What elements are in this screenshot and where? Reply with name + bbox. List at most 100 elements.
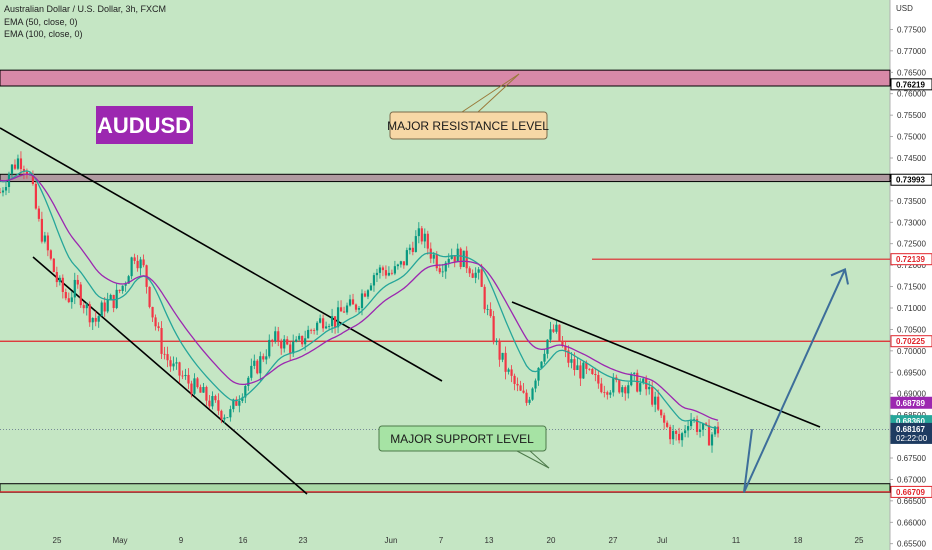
- candle-body: [274, 331, 277, 342]
- y-tick-label: 0.67000: [897, 475, 926, 484]
- candle-body: [46, 235, 49, 251]
- candle-body: [399, 261, 402, 265]
- candle-body: [363, 293, 367, 297]
- price-label-0.66709: [890, 485, 932, 498]
- candle-body: [474, 272, 477, 278]
- candle-body: [70, 297, 73, 303]
- candle-body: [268, 339, 271, 357]
- candle-body: [157, 326, 160, 329]
- candle-body: [666, 422, 669, 427]
- candle-body: [462, 250, 465, 267]
- x-tick-label: 11: [732, 536, 741, 545]
- candle-body: [483, 286, 486, 310]
- candle-body: [603, 392, 606, 393]
- resistance-callout-pointer: [461, 73, 520, 113]
- candle-body: [330, 316, 334, 327]
- candle-body: [37, 208, 40, 219]
- candle-body: [256, 360, 259, 374]
- candle-body: [654, 396, 657, 405]
- candle-body: [528, 399, 531, 403]
- candle-body: [531, 388, 534, 400]
- candle-body: [100, 302, 103, 317]
- candle-body: [327, 326, 331, 327]
- ema50-line[interactable]: [0, 170, 719, 429]
- lower-channel-line[interactable]: [32, 256, 308, 495]
- candle-body: [103, 302, 106, 312]
- y-tick-label: 0.65500: [897, 540, 926, 549]
- x-tick-label: 25: [855, 536, 864, 545]
- x-tick-label: 16: [239, 536, 248, 545]
- ema50-legend[interactable]: EMA (50, close, 0): [4, 17, 78, 27]
- candle-body: [214, 396, 217, 401]
- price-axis-background: [890, 0, 932, 550]
- candle-body: [701, 423, 705, 430]
- candle-body: [498, 340, 501, 360]
- candle-body: [459, 248, 462, 267]
- support-callout-label: MAJOR SUPPORT LEVEL: [390, 432, 534, 446]
- candle-body: [241, 397, 244, 401]
- candle-body: [336, 307, 340, 328]
- support-callout-box[interactable]: [378, 425, 547, 452]
- symbol-title: Australian Dollar / U.S. Dollar, 3h, FXC…: [4, 4, 167, 14]
- x-tick-label: 7: [439, 536, 444, 545]
- resistance-callout-box[interactable]: [389, 111, 548, 140]
- candle-body: [513, 375, 516, 384]
- candle-body: [253, 360, 256, 366]
- y-tick-label: 0.76500: [897, 68, 926, 77]
- y-tick-label: 0.67500: [897, 454, 926, 463]
- support-zone[interactable]: [0, 483, 891, 493]
- candle-body: [540, 361, 543, 368]
- candle-body: [298, 335, 301, 340]
- candle-body: [408, 247, 411, 251]
- projection-path[interactable]: [743, 269, 846, 493]
- candle-body: [372, 275, 376, 286]
- candle-body: [199, 387, 202, 393]
- candle-body: [468, 268, 471, 274]
- candle-body: [558, 324, 561, 342]
- candle-body: [205, 386, 208, 401]
- candle-body: [292, 341, 295, 354]
- upper-channel-line[interactable]: [0, 127, 443, 382]
- y-tick-label: 0.73500: [897, 197, 926, 206]
- ema100-legend[interactable]: EMA (100, close, 0): [4, 29, 83, 39]
- candle-body: [414, 236, 417, 252]
- descending-trendline[interactable]: [511, 301, 821, 428]
- candle-body: [10, 164, 14, 174]
- candle-body: [438, 268, 441, 273]
- candle-body: [582, 362, 585, 379]
- candle-body: [148, 286, 151, 307]
- x-tick-label: Jun: [385, 536, 398, 545]
- candle-body: [435, 254, 438, 269]
- candle-body: [402, 261, 405, 266]
- candle-body: [31, 173, 35, 184]
- candle-body: [229, 409, 232, 418]
- candle-body: [4, 187, 8, 191]
- candle-body: [504, 352, 507, 372]
- candle-body: [707, 425, 711, 446]
- candle-body: [295, 339, 298, 342]
- candle-body: [516, 383, 519, 386]
- candle-body: [627, 385, 630, 394]
- resistance-zone[interactable]: [0, 69, 891, 87]
- resistance-callout-pointer-2: [477, 73, 520, 113]
- resistance-callout-label: MAJOR RESISTANCE LEVEL: [387, 119, 549, 133]
- candle-body: [390, 272, 394, 274]
- candle-body: [223, 417, 226, 420]
- candle-body: [85, 304, 88, 309]
- candle-body: [247, 377, 250, 386]
- candle-body: [636, 372, 639, 392]
- candle-body: [124, 283, 127, 286]
- candle-body: [172, 363, 175, 367]
- ema100-line[interactable]: [0, 173, 719, 421]
- candle-body: [501, 352, 504, 360]
- price-label-text: 0.68360: [896, 417, 925, 426]
- y-tick-label: 0.75500: [897, 111, 926, 120]
- y-tick-label: 0.76000: [897, 90, 926, 99]
- candle-body: [106, 299, 109, 312]
- upper-zone[interactable]: [0, 173, 891, 183]
- projection-arrowhead: [830, 268, 849, 285]
- candle-body: [570, 359, 573, 363]
- candle-body: [109, 294, 112, 300]
- candle-body: [163, 353, 166, 355]
